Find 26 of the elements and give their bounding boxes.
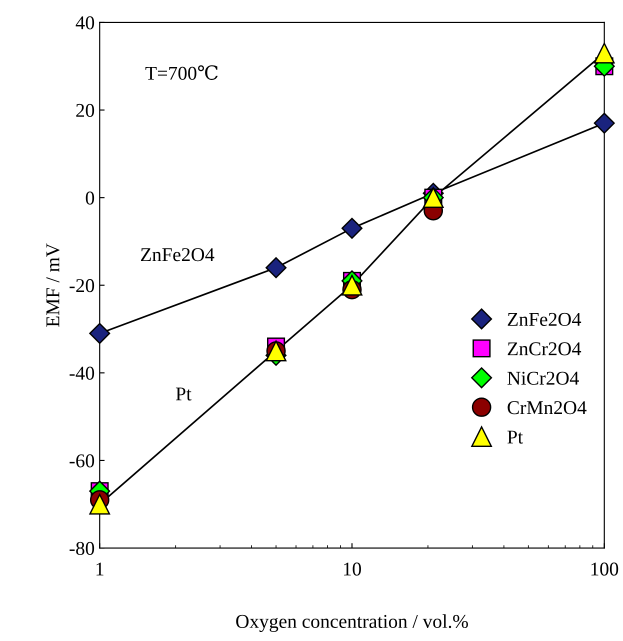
y-tick-label: 0 — [86, 191, 94, 205]
point — [89, 322, 110, 344]
y-tick-label: -80 — [70, 542, 94, 555]
y-tick-label: 20 — [76, 104, 94, 117]
legend-label: ZnCr2O4 — [508, 342, 582, 356]
y-tick-label: -20 — [70, 279, 94, 292]
point — [341, 218, 363, 239]
y-axis-title: EMF / mV — [46, 243, 60, 327]
legend-label: Pt — [507, 430, 523, 444]
annotation: T=700℃ — [145, 65, 218, 80]
point — [594, 112, 615, 134]
x-axis-title: Oxygen concentration / vol.% — [236, 614, 468, 632]
point — [342, 274, 362, 296]
legend-label: ZnFe2O4 — [508, 312, 582, 326]
legend-label: NiCr2O4 — [507, 372, 579, 385]
legend-label: CrMn2O4 — [508, 401, 587, 414]
x-tick-label: 100 — [591, 562, 618, 576]
y-tick-label: -60 — [70, 454, 94, 468]
annotation: ZnFe2O4 — [140, 248, 214, 262]
y-tick-label: -40 — [70, 366, 94, 380]
annotation: Pt — [176, 388, 192, 400]
point — [89, 494, 110, 515]
y-tick-label: 40 — [76, 16, 94, 30]
x-tick-label: 10 — [344, 562, 361, 576]
x-tick-label: 1 — [96, 562, 104, 576]
point — [594, 42, 615, 64]
